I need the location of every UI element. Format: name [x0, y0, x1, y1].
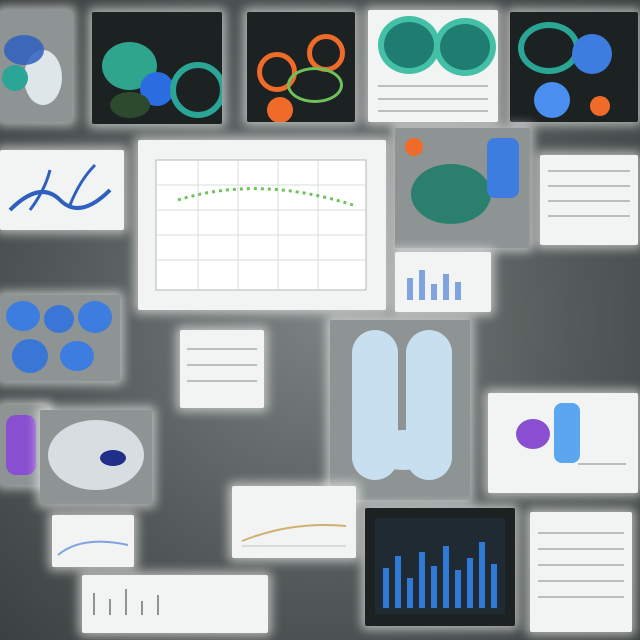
paper-line — [186, 364, 258, 366]
teal-spiral-shapes-tile — [368, 10, 498, 122]
blue-sphere-top — [572, 34, 612, 74]
paper-line — [378, 110, 488, 112]
paper-line — [547, 185, 631, 187]
paper-line — [538, 532, 624, 534]
paper-line — [186, 348, 258, 350]
blue-sphere-drawing-tile — [510, 12, 638, 122]
paper-line — [378, 85, 488, 87]
blue-teal-cells-tile — [92, 12, 222, 124]
paper-line — [538, 596, 624, 598]
paper-line — [538, 564, 624, 566]
blue-cell — [12, 339, 48, 373]
notes-page-tile — [540, 155, 638, 245]
wide-line-graphic — [241, 524, 347, 547]
blue-block — [554, 403, 580, 463]
blue-cell — [78, 301, 112, 333]
paper-line — [186, 380, 258, 382]
green-loop — [287, 67, 343, 103]
paper-line — [547, 200, 631, 202]
line-chart-graphic — [155, 159, 367, 291]
teal-spiral-left — [378, 16, 440, 74]
purple-coral-shape — [6, 415, 36, 475]
teal-swirl — [518, 22, 580, 74]
center-line-chart-tile — [138, 140, 386, 310]
teal-coral-shape — [2, 65, 28, 91]
coral-sculpture-tile — [0, 10, 72, 122]
mini-line-graphic — [57, 540, 129, 556]
orange-dot — [405, 138, 423, 156]
bottom-right-notes — [530, 512, 632, 632]
blue-sphere-bottom — [534, 82, 570, 118]
chart-sheet-bottom-left — [52, 515, 134, 567]
dark-blue-spot — [100, 450, 126, 466]
blue-cell — [44, 305, 74, 333]
teal-arm — [411, 164, 491, 224]
stone-shape — [48, 420, 144, 490]
dark-bar-graphic — [375, 518, 505, 614]
stone-shell-tile — [40, 410, 152, 504]
bar-chart-dark-tile — [365, 508, 515, 626]
teal-ring — [170, 62, 222, 118]
paper-line — [547, 215, 631, 217]
bone-bridge — [366, 430, 442, 470]
orange-ring-drawing-tile — [247, 12, 355, 122]
blue-coral-photo-tile — [0, 150, 124, 230]
bone-sculpture-tile — [330, 320, 470, 500]
green-cells-panel — [0, 295, 120, 381]
bottom-center-sheet — [82, 575, 268, 633]
orange-dot — [590, 96, 610, 116]
olive-shape — [110, 92, 150, 118]
paper-line — [547, 170, 631, 172]
paper-line — [538, 548, 624, 550]
paper-line — [378, 98, 488, 100]
teal-arm-sculpture-tile — [395, 128, 530, 248]
right-notes-tile — [488, 393, 638, 493]
bottom-sheet-graphic — [93, 589, 159, 615]
orange-dot — [267, 97, 293, 122]
blue-coral-shape — [4, 35, 44, 65]
small-bars-graphic — [407, 270, 461, 300]
paper-line — [578, 463, 626, 465]
coral-branches — [8, 163, 112, 212]
table-sheet — [180, 330, 264, 408]
blue-cell — [6, 301, 40, 331]
paper-line — [538, 580, 624, 582]
purple-oval — [516, 419, 550, 449]
wide-chart-sheet — [232, 486, 356, 558]
teal-spiral-right — [434, 18, 496, 76]
blue-cell — [60, 341, 94, 371]
small-bar-sheet — [395, 252, 491, 312]
blue-block — [487, 138, 519, 198]
